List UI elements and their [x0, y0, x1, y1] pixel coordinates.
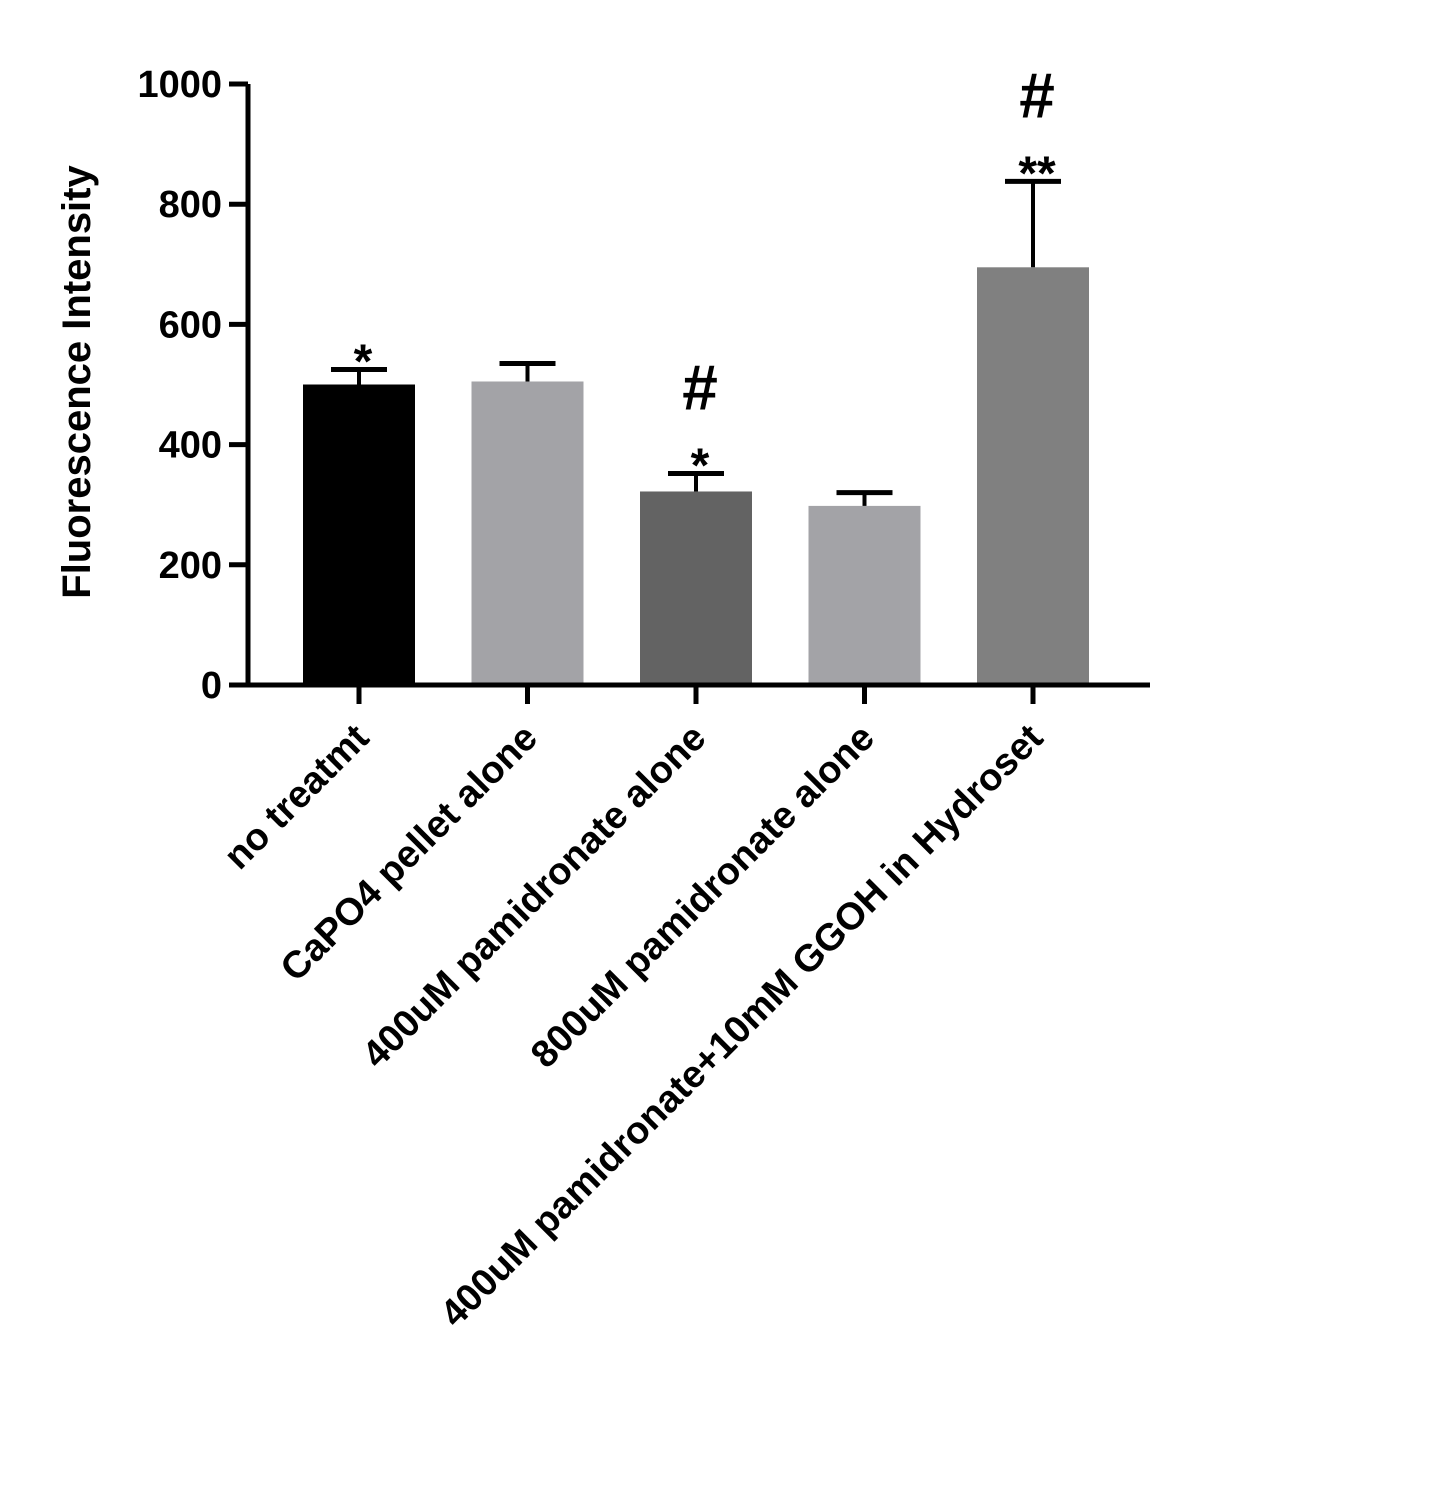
x-tick-label: 400uM pamidronate+10mM GGOH in Hydroset [433, 716, 1052, 1335]
x-tick-label: no treatmt [216, 716, 377, 877]
significance-star-mark: * [354, 335, 373, 388]
significance-star-mark: * [691, 439, 710, 492]
x-tick-label: 800uM pamidronate alone [523, 717, 883, 1077]
x-tick-label: 400uM pamidronate alone [355, 717, 715, 1077]
y-tick-label: 600 [159, 304, 222, 346]
axes-group [229, 84, 1150, 688]
significance-hash-mark: # [682, 351, 718, 423]
significance-marks-group: * # * # ** [354, 59, 1056, 492]
y-tick-label: 200 [159, 545, 222, 587]
y-tick-label: 1000 [137, 64, 222, 106]
bar [640, 491, 752, 685]
error-bars-group [331, 178, 1061, 506]
y-tick-label: 800 [159, 184, 222, 226]
bar [977, 267, 1089, 685]
y-tick-label: 0 [201, 665, 222, 707]
bar [808, 505, 921, 685]
y-tick-label: 400 [159, 425, 222, 467]
bars-group [303, 267, 1089, 685]
significance-hash-mark: # [1019, 59, 1055, 131]
bar [303, 384, 415, 685]
bar [471, 381, 584, 685]
y-ticks-group: 0 200 400 600 800 1000 [137, 64, 248, 707]
y-axis-title: Fluorescence Intensity [55, 165, 99, 599]
significance-star-mark: ** [1018, 147, 1056, 200]
